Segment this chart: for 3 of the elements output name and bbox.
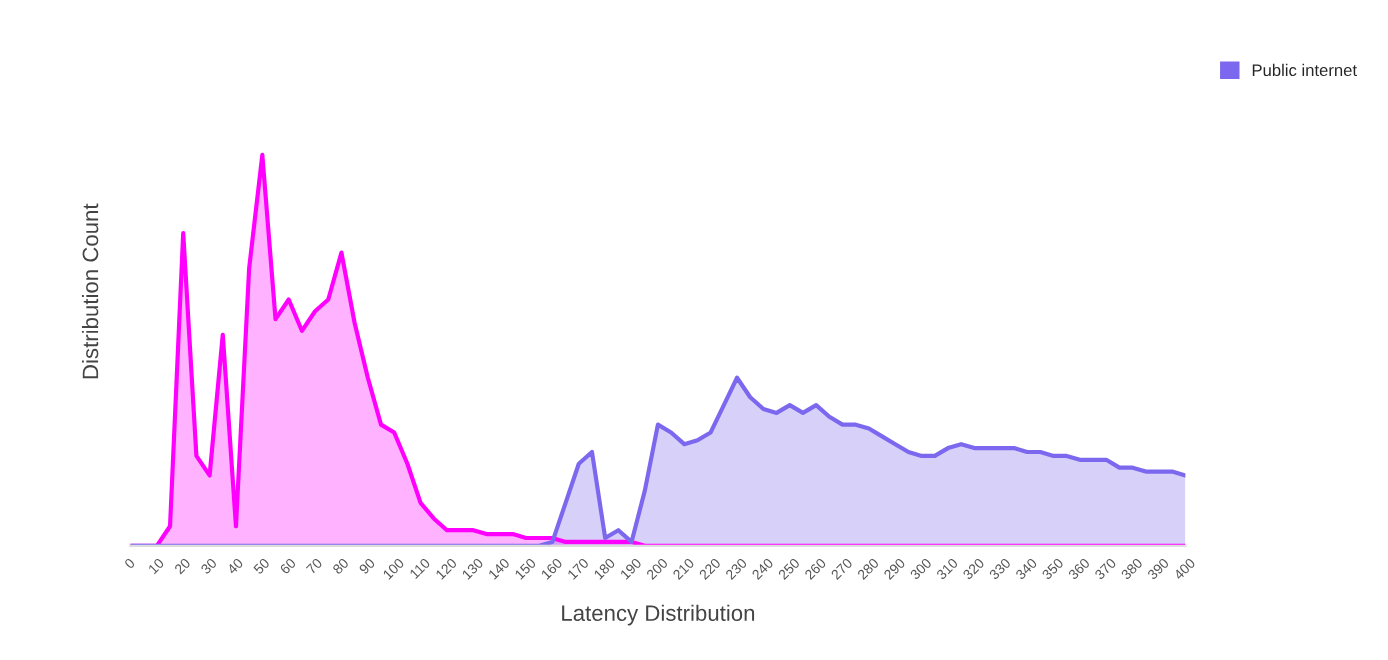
y-axis-title: Distribution Count <box>81 203 99 379</box>
x-axis-title: Latency Distribution <box>562 604 755 626</box>
legend-label: Public internet <box>1252 63 1357 77</box>
